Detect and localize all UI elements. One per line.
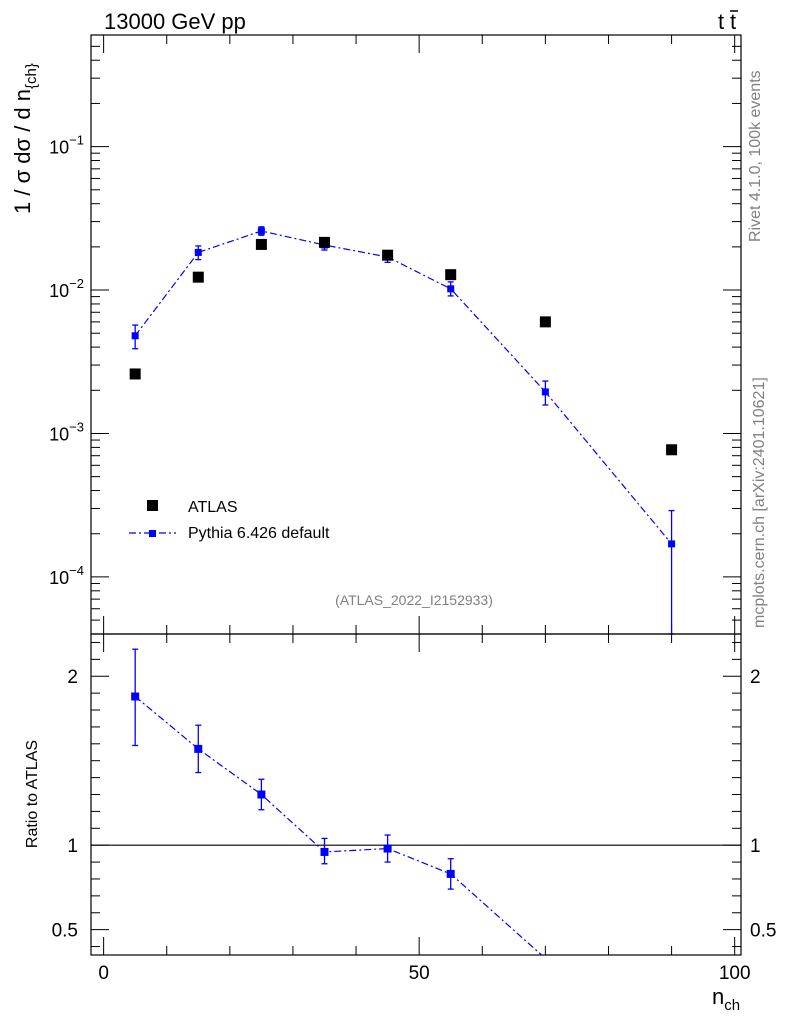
main-y-label-sub: {ch}: [23, 63, 40, 89]
main-y-axis-label-text: 1 / σ dσ / d n{ch}: [10, 63, 40, 214]
atlas-point: [255, 238, 267, 250]
main-x-ticks: [103, 35, 736, 634]
main-y-tick-exp: −1: [69, 133, 84, 148]
ratio-point: [383, 844, 392, 853]
main-panel: 10−110−210−310−4 1 / σ dσ / d n{ch} (ATL…: [10, 34, 742, 635]
header-process-label: t t: [718, 9, 738, 34]
pythia-point: [194, 248, 202, 256]
ratio-y-tick-label-right: 1: [750, 836, 761, 857]
ratio-y-tick-label: 2: [67, 667, 78, 688]
header-process-t: t: [718, 9, 724, 34]
atlas-point: [129, 368, 141, 380]
pythia-point: [257, 227, 265, 235]
main-y-tick-exp: −3: [69, 419, 84, 434]
ratio-point: [257, 790, 266, 799]
atlas-point: [382, 249, 394, 261]
mcplots-reference-label: mcplots.cern.ch [arXiv:2401.10621]: [751, 377, 768, 628]
ratio-plot-frame: [90, 633, 742, 956]
main-y-tick-exp: −2: [69, 276, 84, 291]
ratio-line: [134, 696, 543, 955]
atlas-series-main: [129, 236, 678, 456]
atlas-point: [192, 271, 204, 283]
x-axis-label-text: nch: [712, 984, 740, 1014]
main-y-tick-base: 10: [49, 281, 69, 301]
ratio-point: [194, 744, 203, 753]
atlas-point: [539, 316, 551, 328]
main-y-tick-base: 10: [49, 138, 69, 158]
pythia-series-main: [131, 226, 676, 635]
ratio-y-axis-label: Ratio to ATLAS: [24, 740, 41, 848]
ratio-series: [131, 648, 543, 955]
ratio-point: [446, 869, 455, 878]
main-y-label-main: 1 / σ dσ / d n: [10, 89, 35, 214]
main-y-tick-label: 10−4: [49, 563, 84, 588]
x-axis-label-sub: ch: [724, 997, 740, 1014]
main-y-tick-label: 10−3: [49, 419, 84, 444]
atlas-point: [445, 269, 457, 281]
x-tick-label: 0: [98, 963, 109, 984]
main-y-tick-label: 10−1: [49, 133, 84, 158]
ratio-y-ticks: 0.5 0.5 1 1 2 2: [52, 641, 776, 948]
ratio-x-ticks: 0 50 100: [98, 634, 751, 984]
header-energy-label: 13000 GeV pp: [104, 9, 246, 34]
ratio-y-tick-label-right: 2: [750, 667, 761, 688]
x-tick-label: 50: [409, 963, 430, 984]
pythia-line: [134, 230, 673, 545]
pythia-point: [447, 285, 455, 293]
header-process-tbar: t: [730, 9, 736, 34]
x-tick-label: 100: [719, 963, 751, 984]
legend-atlas-marker: [147, 500, 158, 511]
ratio-y-tick-label-right: 0.5: [750, 921, 776, 942]
main-y-ticks: 10−110−210−310−4: [49, 45, 741, 635]
legend: ATLAS Pythia 6.426 default: [129, 499, 330, 542]
ratio-point: [320, 847, 329, 856]
pythia-point: [541, 388, 549, 396]
main-y-tick-exp: −4: [69, 563, 84, 578]
ratio-y-tick-label: 0.5: [52, 921, 78, 942]
legend-atlas-label: ATLAS: [188, 499, 238, 516]
main-y-tick-label: 10−2: [49, 276, 84, 301]
analysis-id-label: (ATLAS_2022_I2152933): [335, 592, 493, 608]
atlas-point: [666, 444, 678, 456]
ratio-panel: 0.5 0.5 1 1 2 2 0 50 100 Ratio to ATLAS nch: [24, 633, 776, 1014]
x-axis-label: nch: [712, 984, 740, 1014]
main-y-tick-base: 10: [49, 568, 69, 588]
x-axis-label-main: n: [712, 984, 724, 1009]
rivet-version-label: Rivet 4.1.0, 100k events: [747, 70, 764, 242]
pythia-point: [131, 332, 139, 340]
main-plot-frame: [90, 34, 742, 635]
main-y-tick-base: 10: [49, 424, 69, 444]
pythia-point: [668, 540, 676, 548]
main-y-axis-label: 1 / σ dσ / d n{ch}: [10, 63, 40, 214]
legend-pythia-label: Pythia 6.426 default: [188, 525, 330, 542]
ratio-y-tick-label: 1: [67, 836, 78, 857]
ratio-point: [131, 692, 140, 701]
atlas-point: [318, 236, 330, 248]
legend-pythia-marker: [149, 530, 156, 537]
